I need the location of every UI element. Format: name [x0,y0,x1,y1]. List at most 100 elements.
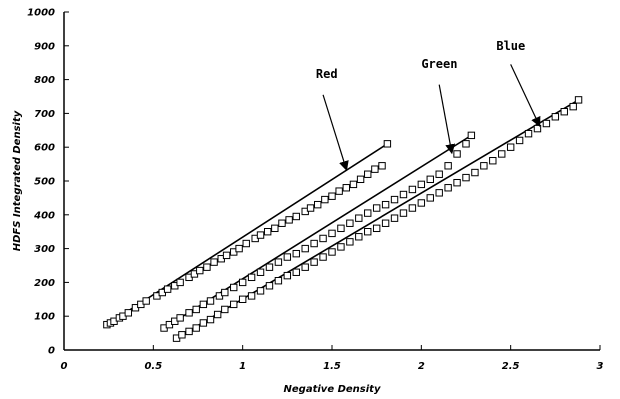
point-red [328,192,336,200]
point-green [310,239,318,248]
point-red [256,231,265,239]
point-green [399,190,408,199]
axes: 0 0.5 1 1.5 2 2.5 3 0 100 200 300 400 500 600 700 800 90… [27,8,603,373]
point-red [335,187,343,195]
point-blue [462,173,470,182]
y-tick-label: 200 [34,278,55,289]
point-blue [533,124,542,133]
point-green [467,131,476,140]
annotations: Red Green Blue [316,39,541,172]
point-blue [178,331,186,339]
point-red [203,263,211,271]
point-blue [506,143,515,151]
y-tick-label: 900 [34,41,55,52]
point-blue [283,271,292,280]
point-green [283,253,292,261]
point-green [199,300,208,309]
point-blue [574,96,583,104]
point-blue [199,319,208,327]
point-red [142,297,150,305]
point-blue [328,248,336,256]
point-blue [381,219,390,227]
annotation-red-label: Red [316,67,338,81]
point-blue [346,238,354,246]
point-red [314,200,322,209]
point-green [355,214,363,222]
point-blue [256,287,265,295]
point-blue [569,102,577,111]
point-red [371,165,379,173]
point-red [222,251,231,260]
point-red [210,258,218,266]
y-tick-label: 100 [34,312,55,323]
point-green [364,209,372,217]
y-tick-label: 300 [34,244,55,255]
point-blue [292,268,300,276]
point-green [256,268,265,276]
point-blue [355,233,363,241]
point-blue [542,119,551,128]
point-blue [206,315,215,324]
annotation-blue-arrow [510,64,541,128]
point-green [426,175,434,184]
point-blue [524,129,533,138]
point-red [285,216,293,224]
point-blue [364,228,372,236]
point-green [247,273,256,282]
fit-line-green [163,134,472,329]
y-tick-label: 800 [34,75,55,86]
point-green [319,234,327,243]
point-red [378,162,386,170]
point-red [124,309,133,317]
y-axis-label: HDFS Integrated Density [12,110,23,251]
x-tick-label: 2.5 [502,361,520,372]
y-tick-label: 700 [34,109,55,120]
point-blue [265,282,274,290]
fit-lines [106,99,579,339]
annotation-red-arrow [322,94,349,172]
point-green [185,309,193,317]
annotation-blue-label: Blue [496,39,525,53]
point-red [235,244,243,253]
point-blue [390,214,399,222]
point-red [383,140,392,148]
point-green [390,195,399,204]
point-blue [301,263,309,271]
point-green [221,288,229,297]
x-tick-label: 1 [239,361,246,372]
point-green [435,170,443,178]
point-blue [417,199,426,207]
point-green [301,244,309,253]
point-green [176,314,184,322]
point-blue [444,184,452,192]
point-blue [221,305,229,314]
x-tick-label: 1.5 [323,361,341,372]
y-tick-label: 0 [48,346,55,357]
point-green [274,258,283,266]
point-red [196,266,204,275]
point-green [453,150,461,158]
point-red [356,175,365,184]
point-green [444,162,452,170]
y-tick-label: 400 [33,210,55,221]
point-green [462,140,470,148]
point-blue [471,168,479,177]
point-red [278,219,286,227]
y-tick-label: 1000 [27,8,55,19]
point-blue [337,243,345,251]
point-green [230,283,238,292]
point-green [372,204,381,212]
point-red [349,180,358,189]
point-blue [274,277,283,285]
point-blue [560,108,568,116]
point-blue [319,253,327,261]
point-red [176,278,184,287]
point-blue [247,292,256,300]
point-green [381,200,390,209]
point-red [306,204,315,212]
point-blue [453,178,461,187]
point-green [408,185,417,194]
point-blue [399,209,408,217]
y-tick-label: 600 [34,143,55,154]
x-axis-label: Negative Density [284,384,381,395]
